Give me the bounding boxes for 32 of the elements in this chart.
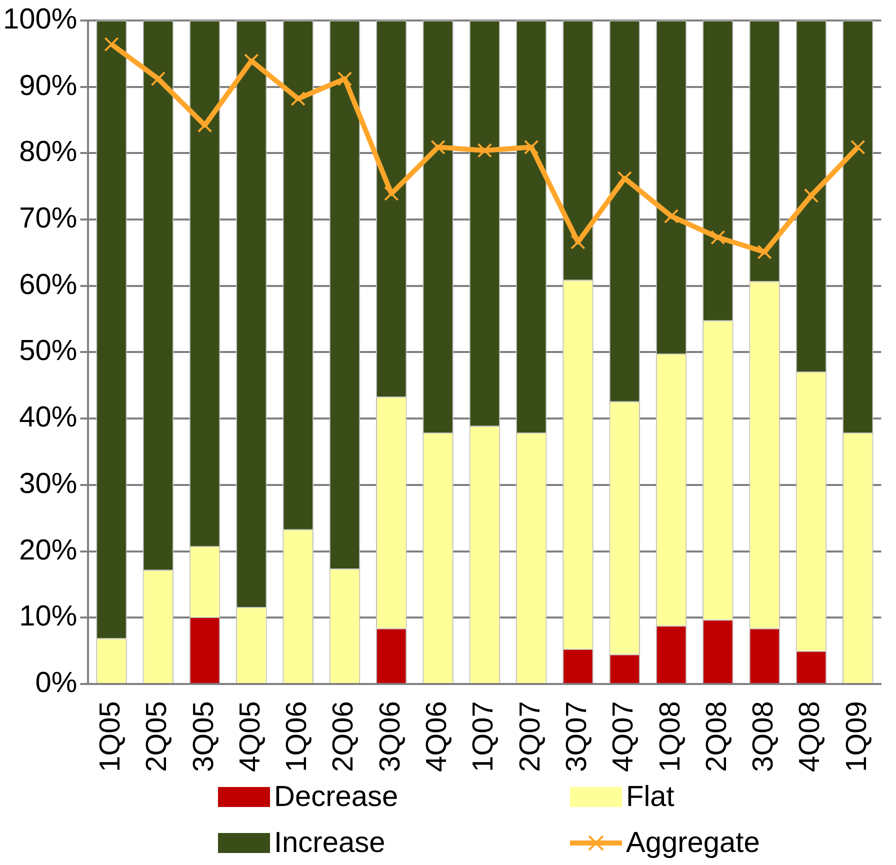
y-tick-label: 80% <box>19 136 78 168</box>
legend-label: Decrease <box>274 780 398 814</box>
y-tick-label: 70% <box>19 202 78 234</box>
x-tick-label: 2Q05 <box>141 701 174 772</box>
x-tick-label: 1Q08 <box>654 701 686 772</box>
y-tick-label: 100% <box>3 3 78 36</box>
x-tick-label: 2Q08 <box>700 701 733 772</box>
y-tick-label: 10% <box>19 600 78 633</box>
x-tick-label: 3Q05 <box>188 701 220 772</box>
y-tick-label: 0% <box>35 667 78 700</box>
x-tick-label: 4Q06 <box>421 701 454 772</box>
x-tick-label: 3Q07 <box>560 701 593 772</box>
legend-label: Increase <box>274 826 386 860</box>
x-tick-label: 1Q06 <box>281 701 314 772</box>
x-tick-label: 4Q05 <box>234 701 266 772</box>
x-tick-label: 4Q07 <box>608 701 640 772</box>
y-tick-label: 40% <box>19 402 78 434</box>
x-tick-label: 1Q05 <box>94 701 126 772</box>
legend-label: Flat <box>626 780 674 814</box>
y-tick-label: 50% <box>19 335 78 368</box>
x-tick-label: 1Q09 <box>840 701 873 772</box>
y-tick-label: 60% <box>19 268 78 301</box>
x-tick-label: 4Q08 <box>794 701 826 772</box>
y-tick-label: 30% <box>19 468 78 500</box>
x-tick-label: 2Q07 <box>514 701 546 772</box>
x-tick-label: 3Q08 <box>748 701 780 772</box>
x-tick-label: 2Q06 <box>328 701 360 772</box>
x-tick-label: 3Q06 <box>374 701 406 772</box>
legend-label: Aggregate <box>626 826 760 860</box>
y-tick-label: 90% <box>19 70 78 102</box>
y-tick-label: 20% <box>19 534 78 566</box>
x-tick-label: 1Q07 <box>468 701 500 772</box>
